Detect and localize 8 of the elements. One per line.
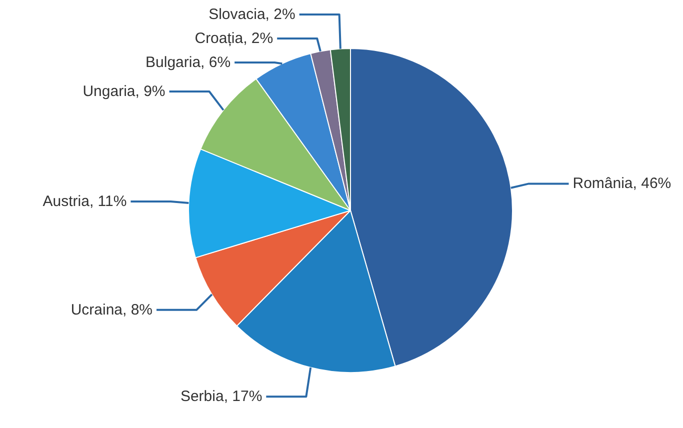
slice-label: Ungaria, 9% bbox=[82, 82, 166, 100]
slice-label: Ucraina, 8% bbox=[70, 301, 153, 318]
slice-label: Slovacia, 2% bbox=[208, 6, 296, 23]
slice-label: Serbia, 17% bbox=[180, 388, 262, 406]
slice-label: România, 46% bbox=[572, 175, 672, 192]
slice-label: Bulgaria, 6% bbox=[146, 54, 231, 71]
slice-label: Austria, 11% bbox=[42, 193, 127, 210]
slice-label: Croația, 2% bbox=[194, 30, 274, 47]
